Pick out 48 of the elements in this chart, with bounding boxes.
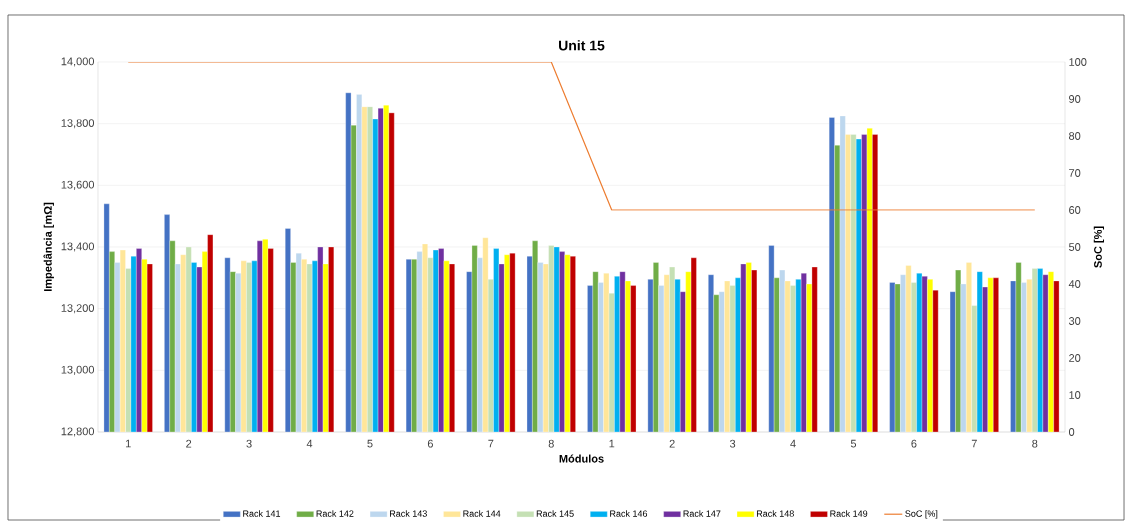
y2-tick-label: 70 bbox=[1069, 169, 1081, 177]
x-tick-label: 1 bbox=[609, 439, 615, 448]
y2-tick-label: 60 bbox=[1069, 206, 1081, 214]
legend-label: Rack 147 bbox=[683, 510, 721, 517]
x-tick-label: 6 bbox=[427, 439, 433, 448]
legend-label: Rack 143 bbox=[390, 510, 427, 517]
x-tick-label: 1 bbox=[125, 439, 131, 448]
y-tick-label: 13,400 bbox=[61, 242, 95, 252]
y2-tick-label: 0 bbox=[1068, 428, 1075, 436]
x-tick-label: 6 bbox=[911, 439, 917, 448]
legend-label: Rack 148 bbox=[756, 510, 794, 517]
y2-tick-label: 20 bbox=[1069, 354, 1081, 362]
y2-axis-title: SoC [%] bbox=[1093, 226, 1105, 268]
y-tick-label: 14,000 bbox=[61, 57, 95, 67]
legend-label: SoC [%] bbox=[905, 510, 938, 519]
x-tick-label: 2 bbox=[669, 439, 675, 448]
x-tick-label: 3 bbox=[729, 439, 736, 448]
chart-title: Unit 15 bbox=[559, 40, 605, 51]
x-tick-label: 4 bbox=[306, 439, 313, 448]
y-tick-label: 13,800 bbox=[61, 119, 95, 129]
y-axis-title: Impedância [mΩ] bbox=[43, 202, 54, 292]
x-tick-label: 4 bbox=[790, 439, 796, 448]
y2-tick-label: 30 bbox=[1068, 317, 1081, 325]
y-tick-label: 13,200 bbox=[61, 304, 95, 314]
x-tick-label: 2 bbox=[186, 439, 192, 448]
legend-label: Rack 144 bbox=[463, 510, 501, 517]
x-tick-label: 3 bbox=[246, 439, 252, 448]
y2-tick-label: 10 bbox=[1069, 391, 1081, 399]
y2-tick-label: 40 bbox=[1068, 280, 1081, 288]
y-tick-label: 13,600 bbox=[61, 180, 95, 190]
y2-tick-label: 90 bbox=[1069, 95, 1081, 103]
legend-label: Rack 141 bbox=[243, 510, 281, 517]
y2-tick-label: 100 bbox=[1069, 58, 1087, 66]
y2-tick-label: 80 bbox=[1069, 132, 1081, 140]
x-tick-label: 7 bbox=[971, 439, 977, 448]
x-tick-label: 8 bbox=[548, 439, 554, 448]
x-axis-title: Módulos bbox=[559, 454, 604, 463]
x-tick-label: 5 bbox=[850, 439, 857, 448]
x-tick-label: 8 bbox=[1032, 439, 1038, 448]
x-tick-label: 5 bbox=[367, 439, 373, 448]
y-tick-label: 13,000 bbox=[61, 365, 95, 375]
x-tick-label: 7 bbox=[488, 439, 494, 448]
legend-label: Rack 149 bbox=[830, 510, 868, 517]
legend-label: Rack 142 bbox=[316, 510, 354, 517]
y-tick-label: 12,800 bbox=[61, 427, 95, 437]
legend-label: Rack 145 bbox=[536, 510, 574, 517]
y2-tick-label: 50 bbox=[1068, 243, 1081, 251]
legend-label: Rack 146 bbox=[610, 510, 648, 517]
